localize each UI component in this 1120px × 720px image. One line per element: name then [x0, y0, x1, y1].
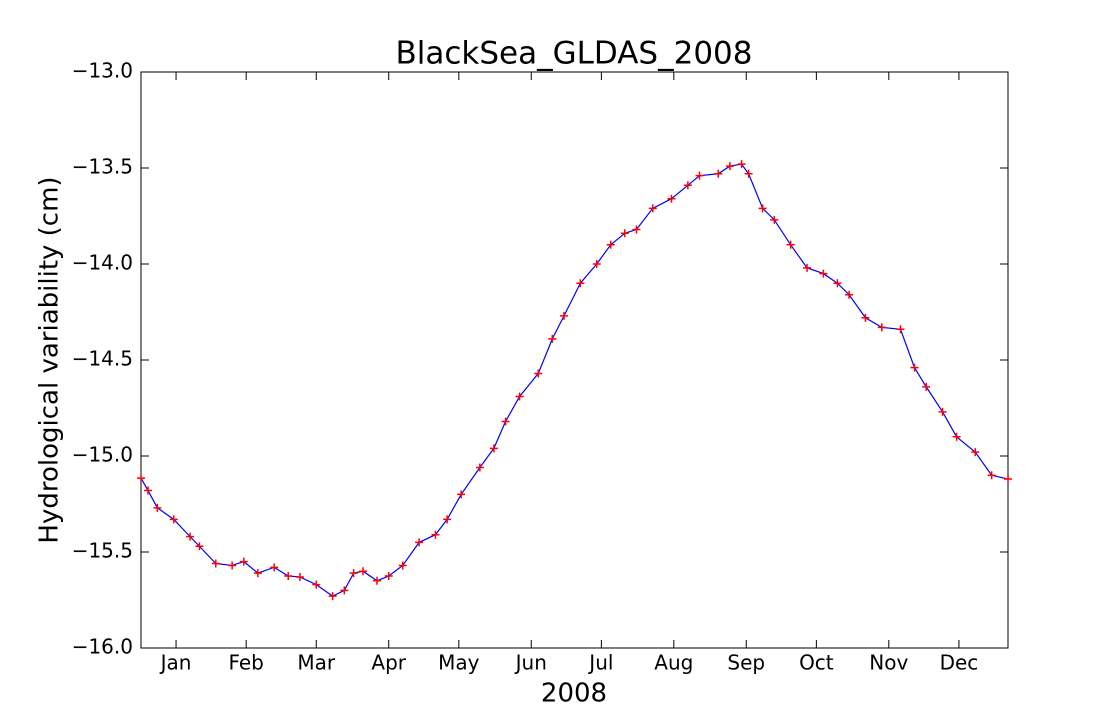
marker — [489, 444, 498, 453]
marker — [1004, 475, 1012, 484]
marker — [515, 392, 524, 401]
x-tick-label: Jun — [514, 651, 547, 675]
marker — [239, 557, 248, 566]
marker — [737, 160, 746, 169]
y-tick-label: −16.0 — [72, 635, 133, 659]
marker — [648, 204, 657, 213]
marker — [270, 563, 279, 572]
marker — [144, 486, 153, 495]
marker — [620, 229, 629, 238]
marker — [475, 463, 484, 472]
marker — [443, 515, 452, 524]
x-axis-label: 2008 — [541, 679, 607, 709]
x-tick-label: Oct — [799, 651, 834, 675]
x-tick-label: Aug — [654, 651, 693, 675]
marker — [758, 204, 767, 213]
marker — [431, 530, 440, 539]
marker — [349, 569, 358, 578]
marker — [606, 240, 615, 249]
y-tick-label: −14.0 — [72, 251, 133, 275]
marker — [786, 240, 795, 249]
plot-area — [140, 71, 1009, 649]
marker — [744, 169, 753, 178]
marker — [987, 471, 996, 480]
marker — [211, 559, 220, 568]
marker — [359, 567, 368, 576]
x-tick-label: Nov — [869, 651, 908, 675]
marker — [153, 503, 162, 512]
y-tick-label: −13.5 — [72, 155, 133, 179]
marker — [559, 311, 568, 320]
marker — [861, 313, 870, 322]
marker — [398, 561, 407, 570]
marker — [186, 532, 195, 541]
marker — [938, 407, 947, 416]
marker — [877, 323, 886, 332]
x-tick-label: Mar — [297, 651, 336, 675]
y-tick-label: −13.0 — [72, 59, 133, 83]
marker — [534, 369, 543, 378]
x-tick-label: Apr — [371, 651, 406, 675]
x-tick-label: May — [438, 651, 480, 675]
y-tick-label: −15.0 — [72, 443, 133, 467]
marker — [548, 334, 557, 343]
marker — [725, 162, 734, 171]
marker — [415, 538, 424, 547]
x-tick-label: Jan — [159, 651, 192, 675]
marker — [896, 325, 905, 334]
marker — [952, 432, 961, 441]
y-axis-label: Hydrological variability (cm) — [35, 176, 65, 543]
marker — [284, 572, 293, 580]
marker — [576, 279, 585, 288]
x-tick-label: Feb — [228, 651, 263, 675]
marker — [228, 561, 237, 570]
marker — [803, 263, 812, 272]
x-tick-label: Dec — [940, 651, 979, 675]
marker — [833, 279, 842, 288]
marker — [328, 592, 337, 601]
x-tick-label: Sep — [727, 651, 765, 675]
marker — [632, 225, 641, 234]
marker — [340, 586, 349, 595]
marker — [695, 171, 704, 180]
marker — [169, 515, 178, 524]
marker — [253, 569, 262, 578]
y-tick-label: −14.5 — [72, 347, 133, 371]
marker — [683, 181, 692, 190]
marker — [295, 572, 304, 581]
marker — [137, 474, 145, 483]
marker — [373, 576, 382, 585]
marker — [971, 448, 980, 457]
marker — [770, 215, 779, 224]
marker — [384, 572, 393, 580]
x-tick-label: Jul — [587, 651, 613, 675]
marker — [457, 490, 466, 499]
marker — [667, 194, 676, 203]
marker — [819, 269, 828, 278]
data-line — [140, 163, 1009, 597]
marker — [714, 169, 723, 178]
marker — [845, 290, 854, 299]
marker — [501, 417, 510, 426]
marker — [195, 542, 204, 551]
marker — [922, 382, 931, 391]
marker — [312, 580, 321, 589]
chart-title: BlackSea_GLDAS_2008 — [395, 36, 752, 72]
marker — [592, 260, 601, 268]
y-tick-label: −15.5 — [72, 539, 133, 563]
marker — [910, 363, 919, 372]
